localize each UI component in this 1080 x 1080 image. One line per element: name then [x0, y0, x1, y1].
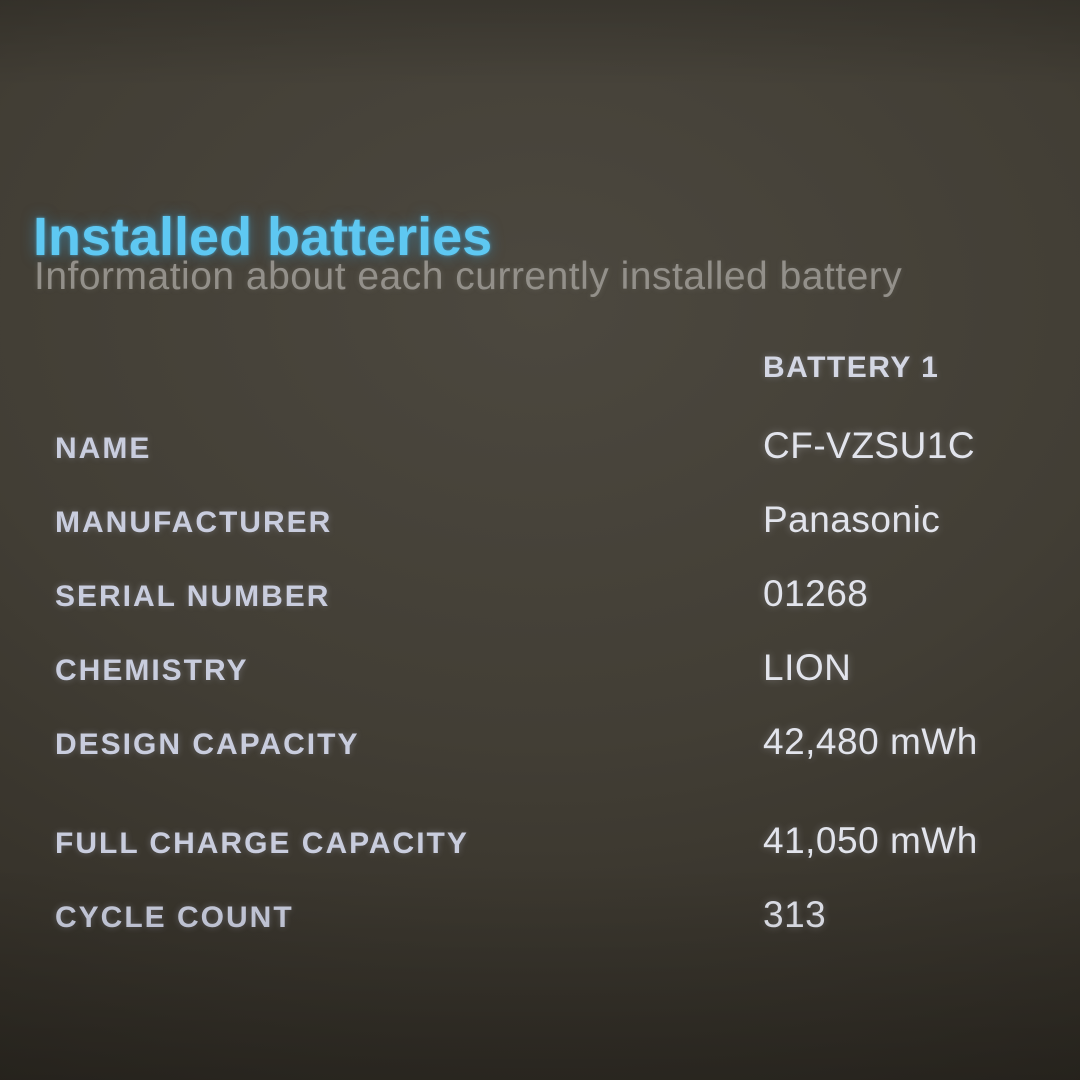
table-row-manufacturer: MANUFACTURER Panasonic	[55, 499, 1040, 573]
page-subtitle: Information about each currently install…	[34, 255, 903, 298]
row-value: LION	[763, 647, 852, 688]
installed-batteries-table: BATTERY 1 NAME CF-VZSU1C MANUFACTURER Pa…	[55, 351, 1040, 968]
row-label: DESIGN CAPACITY	[55, 728, 360, 761]
row-value: Panasonic	[763, 499, 941, 540]
row-label: SERIAL NUMBER	[55, 580, 331, 613]
row-label: FULL CHARGE CAPACITY	[55, 827, 469, 860]
table-row-serial-number: SERIAL NUMBER 01268	[55, 573, 1040, 647]
table-header-row: BATTERY 1	[55, 351, 1040, 425]
row-value: 313	[763, 894, 827, 935]
row-value: 42,480 mWh	[763, 721, 978, 762]
row-value: 41,050 mWh	[763, 820, 978, 861]
table-row-name: NAME CF-VZSU1C	[55, 425, 1040, 499]
page-title: Installed batteries	[33, 207, 493, 268]
row-value: CF-VZSU1C	[763, 425, 976, 466]
table-row-full-charge-capacity: FULL CHARGE CAPACITY 41,050 mWh	[55, 820, 1040, 894]
row-label: CHEMISTRY	[55, 654, 249, 687]
row-value: 01268	[763, 573, 869, 614]
table-row-chemistry: CHEMISTRY LION	[55, 647, 1040, 721]
table-row-cycle-count: CYCLE COUNT 313	[55, 894, 1040, 968]
row-label: CYCLE COUNT	[55, 901, 294, 934]
battery-column-header: BATTERY 1	[763, 351, 940, 384]
row-label: NAME	[55, 432, 152, 465]
table-row-design-capacity: DESIGN CAPACITY 42,480 mWh	[55, 721, 1040, 795]
row-label: MANUFACTURER	[55, 506, 333, 539]
